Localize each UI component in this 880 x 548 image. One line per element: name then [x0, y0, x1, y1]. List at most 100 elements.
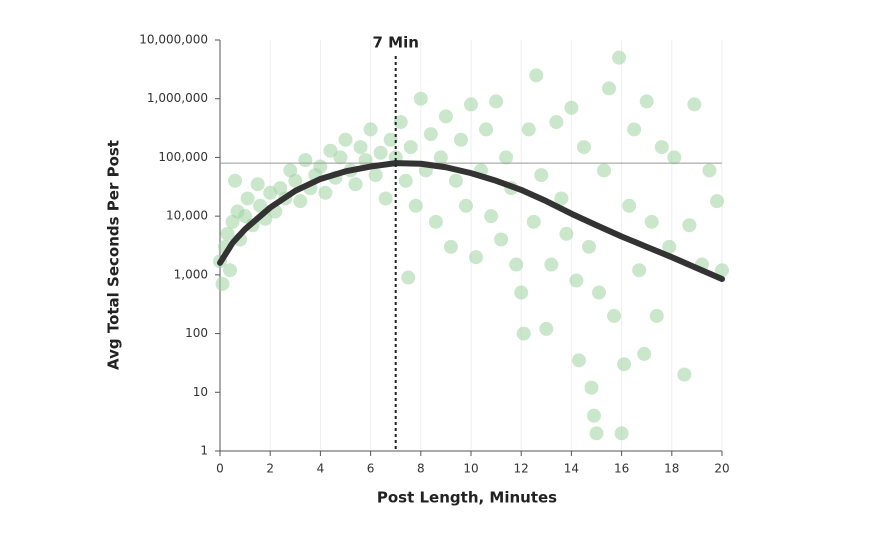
point	[597, 163, 612, 178]
point	[544, 257, 559, 272]
point	[458, 198, 473, 213]
point	[662, 239, 677, 254]
point	[709, 194, 724, 209]
y-tick-label: 100	[185, 326, 208, 340]
point	[368, 168, 383, 183]
x-tick-label: 2	[266, 462, 274, 476]
y-tick-label: 1,000	[174, 267, 208, 281]
point	[702, 163, 717, 178]
point	[581, 239, 596, 254]
point	[612, 50, 627, 65]
point	[526, 214, 541, 229]
x-tick-label: 16	[614, 462, 629, 476]
point	[622, 198, 637, 213]
point	[448, 173, 463, 188]
point	[413, 91, 428, 106]
point	[348, 177, 363, 192]
point	[438, 109, 453, 124]
point	[273, 181, 288, 196]
x-tick-label: 18	[664, 462, 679, 476]
x-tick-label: 12	[514, 462, 529, 476]
point	[516, 326, 531, 341]
point	[338, 132, 353, 147]
point	[220, 226, 235, 241]
point	[677, 367, 692, 382]
point	[298, 153, 313, 168]
point	[549, 115, 564, 130]
point	[687, 97, 702, 112]
point	[323, 143, 338, 158]
y-tick-label: 10	[193, 385, 208, 399]
point	[564, 100, 579, 115]
y-tick-label: 1	[200, 444, 208, 458]
x-tick-label: 14	[564, 462, 579, 476]
x-tick-label: 4	[317, 462, 325, 476]
point	[489, 94, 504, 109]
point	[428, 214, 443, 229]
x-tick-label: 20	[714, 462, 729, 476]
fit-curve	[217, 160, 725, 283]
point	[398, 173, 413, 188]
point	[225, 214, 240, 229]
point	[584, 380, 599, 395]
point	[534, 168, 549, 183]
point	[373, 145, 388, 160]
y-tick-label: 10,000	[166, 209, 208, 223]
point	[479, 122, 494, 137]
point	[443, 239, 458, 254]
point	[484, 209, 499, 224]
x-tick-label: 8	[417, 462, 425, 476]
point	[667, 150, 682, 165]
point	[423, 127, 438, 142]
point	[589, 426, 604, 441]
point	[644, 214, 659, 229]
point	[637, 346, 652, 361]
point	[494, 232, 509, 247]
point	[529, 68, 544, 83]
point	[509, 257, 524, 272]
point	[639, 94, 654, 109]
point	[559, 226, 574, 241]
point	[433, 150, 448, 165]
point	[469, 250, 484, 265]
point	[215, 276, 230, 291]
point	[353, 140, 368, 155]
point	[576, 140, 591, 155]
point	[293, 194, 308, 209]
point	[378, 191, 393, 206]
point	[514, 285, 529, 300]
point	[627, 122, 642, 137]
point	[223, 263, 238, 278]
point	[288, 173, 303, 188]
point	[592, 285, 607, 300]
annotation-label: 7 Min	[372, 34, 418, 52]
point	[586, 408, 601, 423]
point	[614, 426, 629, 441]
point	[539, 321, 554, 336]
point	[569, 273, 584, 288]
point	[240, 191, 255, 206]
point	[607, 308, 622, 323]
point	[401, 270, 416, 285]
point	[499, 150, 514, 165]
point	[318, 185, 333, 200]
y-tick-label: 100,000	[158, 150, 208, 164]
point	[283, 163, 298, 178]
point	[313, 159, 328, 174]
point	[403, 140, 418, 155]
point	[408, 198, 423, 213]
point	[383, 132, 398, 147]
point	[554, 191, 569, 206]
point	[654, 140, 669, 155]
point	[571, 353, 586, 368]
x-tick-label: 0	[216, 462, 224, 476]
y-axis-label: Avg Total Seconds Per Post	[105, 140, 123, 370]
x-tick-label: 6	[367, 462, 375, 476]
point	[464, 97, 478, 112]
point	[333, 150, 348, 165]
point	[393, 115, 408, 130]
x-axis-label: Post Length, Minutes	[377, 489, 557, 507]
point	[617, 357, 632, 372]
point	[250, 177, 265, 192]
